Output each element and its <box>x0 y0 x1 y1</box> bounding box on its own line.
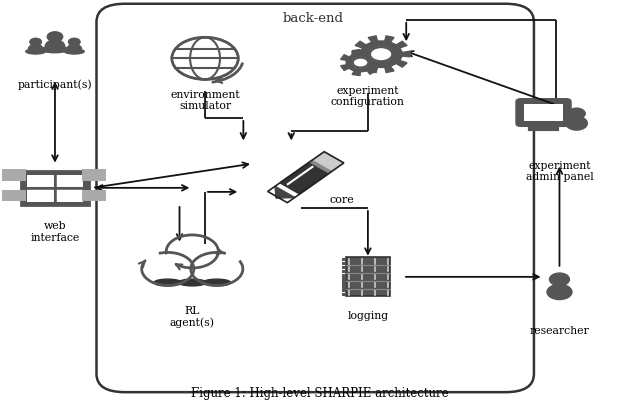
Text: back-end: back-end <box>283 13 344 26</box>
FancyBboxPatch shape <box>97 5 534 392</box>
Circle shape <box>173 39 237 79</box>
Ellipse shape <box>28 45 43 54</box>
FancyBboxPatch shape <box>342 270 346 273</box>
Ellipse shape <box>67 45 81 54</box>
FancyBboxPatch shape <box>342 286 346 289</box>
Text: logging: logging <box>348 311 388 321</box>
Ellipse shape <box>26 50 45 55</box>
Circle shape <box>68 39 80 47</box>
Polygon shape <box>308 161 332 175</box>
Circle shape <box>568 109 585 120</box>
Polygon shape <box>312 152 344 172</box>
Text: participant(s): participant(s) <box>18 79 92 90</box>
FancyBboxPatch shape <box>342 274 346 277</box>
Polygon shape <box>340 50 381 77</box>
FancyBboxPatch shape <box>2 190 26 202</box>
Polygon shape <box>352 37 410 73</box>
Ellipse shape <box>154 279 182 286</box>
FancyBboxPatch shape <box>342 262 346 265</box>
Text: Figure 1: High-level SHARPIE architecture: Figure 1: High-level SHARPIE architectur… <box>191 386 449 399</box>
Circle shape <box>30 39 42 47</box>
Text: experiment
configuration: experiment configuration <box>331 85 405 107</box>
FancyBboxPatch shape <box>342 278 346 281</box>
Circle shape <box>47 33 63 43</box>
Ellipse shape <box>547 285 572 300</box>
FancyBboxPatch shape <box>2 170 26 181</box>
FancyBboxPatch shape <box>342 293 346 297</box>
FancyBboxPatch shape <box>342 266 346 269</box>
FancyBboxPatch shape <box>342 258 346 262</box>
Polygon shape <box>275 187 294 198</box>
Ellipse shape <box>42 47 68 53</box>
Polygon shape <box>280 163 328 194</box>
FancyBboxPatch shape <box>516 100 570 126</box>
Circle shape <box>550 273 570 286</box>
Ellipse shape <box>203 279 230 286</box>
Text: experiment
admin panel: experiment admin panel <box>525 160 593 182</box>
Text: web
interface: web interface <box>30 221 79 242</box>
FancyBboxPatch shape <box>342 290 346 293</box>
Text: environment
simulator: environment simulator <box>170 90 240 111</box>
Text: researcher: researcher <box>530 326 589 336</box>
Ellipse shape <box>179 279 206 286</box>
Ellipse shape <box>65 50 84 55</box>
Ellipse shape <box>45 41 65 53</box>
Ellipse shape <box>566 117 588 131</box>
FancyBboxPatch shape <box>342 281 346 285</box>
FancyBboxPatch shape <box>524 104 563 122</box>
FancyBboxPatch shape <box>22 171 88 205</box>
Text: core: core <box>330 194 355 205</box>
FancyBboxPatch shape <box>82 190 106 202</box>
Text: RL
agent(s): RL agent(s) <box>170 305 215 328</box>
FancyBboxPatch shape <box>27 175 83 202</box>
FancyBboxPatch shape <box>346 258 390 297</box>
Circle shape <box>353 58 369 68</box>
FancyBboxPatch shape <box>82 170 106 181</box>
Circle shape <box>370 48 392 62</box>
